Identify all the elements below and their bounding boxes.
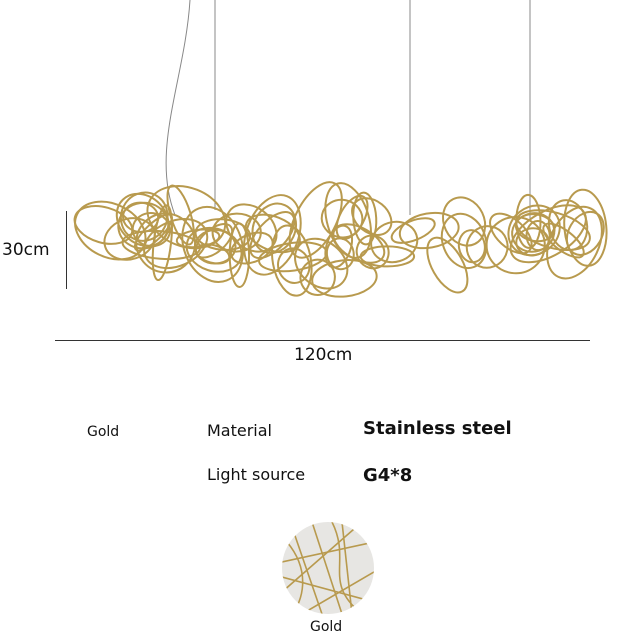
wire-loop	[181, 205, 244, 283]
swatch-label: Gold	[310, 619, 343, 635]
wire-loop	[440, 212, 488, 270]
color-label: Gold	[87, 424, 120, 440]
wire-loop	[398, 211, 460, 250]
width-dimension-line	[55, 340, 590, 341]
light-source-label: Light source	[207, 465, 306, 484]
wire-loop	[546, 205, 603, 280]
wire-loop	[121, 229, 202, 261]
suspension-cable	[165, 0, 191, 216]
material-value: Stainless steel	[363, 418, 512, 439]
wire-loop	[565, 210, 605, 256]
wire-loop	[442, 196, 487, 247]
wire-loop	[324, 224, 354, 269]
width-label: 120cm	[294, 345, 353, 365]
wire-loop	[185, 226, 243, 273]
wire-loop	[426, 236, 469, 294]
wire-loop	[352, 191, 378, 246]
wire-loop	[229, 231, 274, 265]
wire-loop	[507, 204, 561, 257]
wire-loop	[135, 212, 197, 274]
wire-loop	[194, 243, 231, 265]
wire-loop	[257, 241, 328, 273]
wire-loop	[151, 204, 173, 282]
wire-loop	[489, 212, 533, 255]
wire-loop	[465, 225, 509, 269]
wire-loop	[457, 229, 486, 264]
wire-loop	[335, 194, 369, 241]
swatch-wire-pattern	[282, 522, 374, 614]
wire-loop	[74, 200, 147, 261]
chandelier-image	[73, 0, 608, 298]
wire-loop	[243, 194, 302, 276]
wire-loop	[103, 217, 156, 261]
height-label: 30cm	[2, 240, 50, 260]
wire-loop	[311, 259, 378, 298]
wire-loop	[515, 193, 542, 249]
gold-color-swatch[interactable]	[282, 522, 374, 614]
height-dimension-line	[66, 211, 67, 289]
wire-loop	[271, 224, 313, 297]
wire-loop	[485, 216, 546, 275]
wire-loop	[288, 181, 343, 259]
wire-loop	[325, 237, 355, 271]
wire-loop	[117, 201, 170, 250]
material-label: Material	[207, 421, 272, 440]
wire-loop	[359, 245, 416, 268]
light-source-value: G4*8	[363, 465, 413, 486]
